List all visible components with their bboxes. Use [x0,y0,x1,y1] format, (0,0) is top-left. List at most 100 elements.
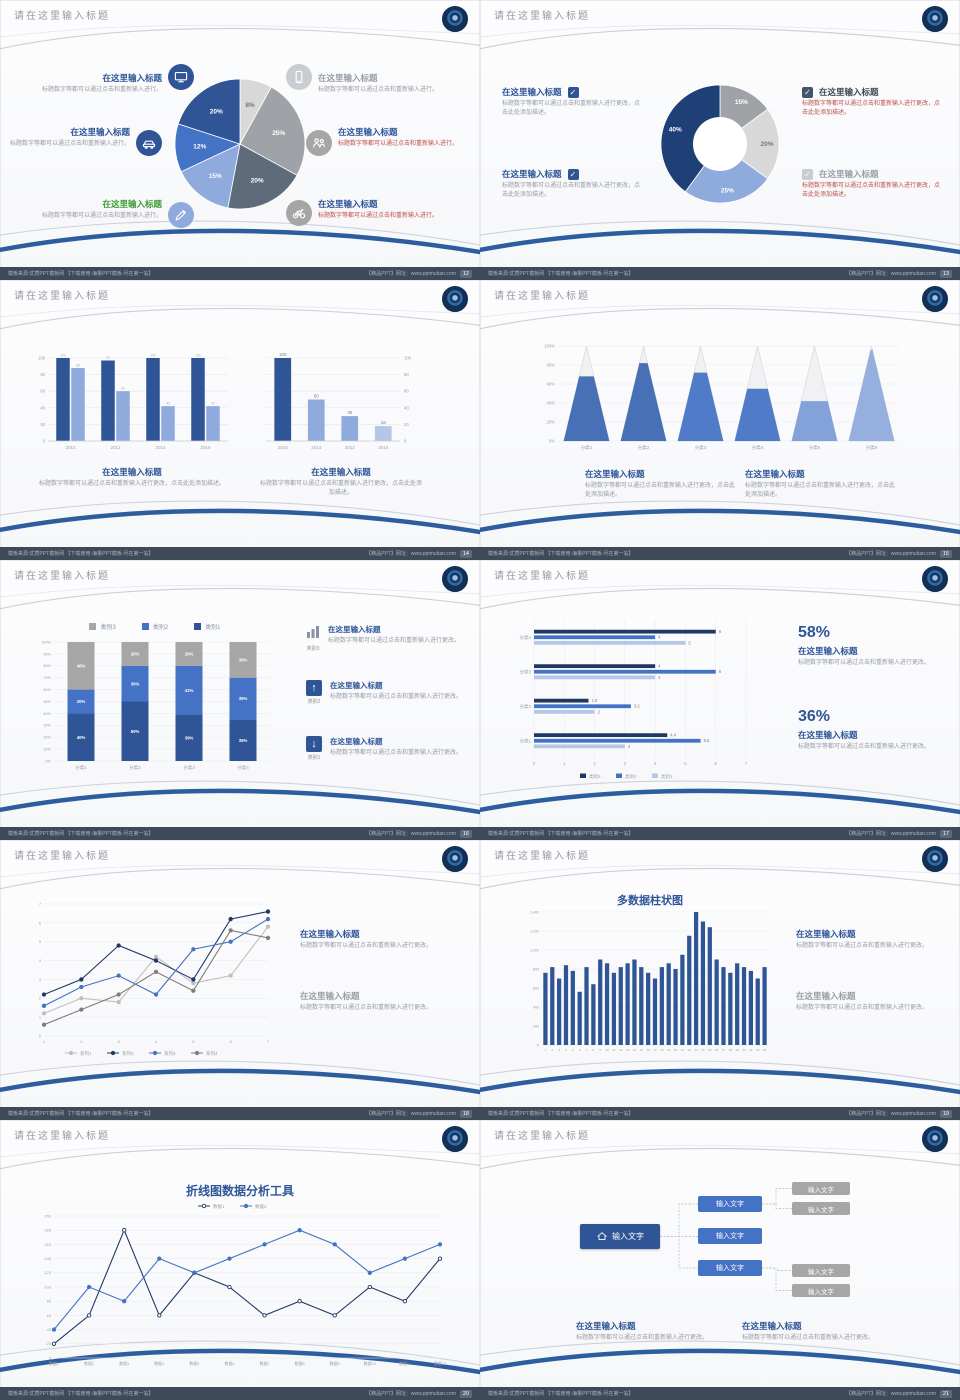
callout: 在这里输入标题 标题数字等都可以通过点击和重新输入进行。 [338,126,470,149]
stat-percent: 36% [798,708,831,725]
stat-body: 标题数字等都可以通过点击和重新输入进行更改。 [798,660,931,666]
svg-text:100: 100 [279,352,287,357]
svg-text:26: 26 [715,1048,719,1052]
input-node[interactable]: 输入文字 [698,1228,762,1244]
people-icon [306,130,332,156]
svg-text:80: 80 [404,372,409,377]
svg-text:分类6: 分类6 [866,444,878,451]
footer-right-text: 【精品PPT】网址：www.pptmuban.com 18 [366,1109,472,1118]
page-number: 15 [939,549,952,558]
svg-text:31: 31 [749,1048,753,1052]
svg-text:20%: 20% [43,736,51,740]
slide-line-chart: 请在这里输入标题 0 1 2 3 4 5 6 7 1 2 3 4 5 6 7 系列1 系列2 系列3 系列4 在这里… [0,840,480,1120]
svg-text:数据1: 数据1 [213,1203,225,1210]
svg-text:1,400: 1,400 [530,910,539,914]
callout-title: 在这里输入标题 [330,737,383,746]
svg-text:50%: 50% [131,729,140,734]
svg-text:39%: 39% [185,735,194,740]
footer-bar: 模板来源:优质PPT模板网 【下载使用-海量PPT模板-尽在第一站】 【精品PP… [480,547,960,560]
legend-callout: 类别3 在这里输入标题 标题数字等都可以通过点击和重新输入进行更改。 [306,625,461,652]
footer-left-text: 模板来源:优质PPT模板网 【下载使用-海量PPT模板-尽在第一站】 [488,1391,634,1397]
svg-text:4: 4 [658,664,661,669]
svg-text:27: 27 [722,1048,726,1052]
block-title: 在这里输入标题 [796,929,856,939]
checkbox-icon[interactable]: ✓ [567,86,579,98]
text-block: 在这里输入标题 标题数字等都可以通过点击和重新输入进行更改。 [300,928,458,951]
svg-text:30: 30 [742,1048,746,1052]
checkbox-icon[interactable]: ✓ [567,168,579,180]
input-node[interactable]: 输入文字 [698,1260,762,1276]
slide-heading: 请在这里输入标题 [14,851,110,862]
block-body: 标题数字等都可以通过点击和重新输入进行更改，点击此处添加描述。 [745,483,896,499]
svg-text:分类1: 分类1 [581,444,593,451]
slide-heading: 请在这里输入标题 [494,11,590,22]
svg-text:11: 11 [612,1048,615,1052]
smartphone-icon [286,64,312,90]
stat-title: 在这里输入标题 [798,646,858,656]
svg-text:系列2: 系列2 [122,1050,134,1057]
footer-bar: 模板来源:优质PPT模板网 【下载使用-海量PPT模板-尽在第一站】 【精品PP… [0,827,480,840]
checkbox-icon[interactable]: ✓ [802,86,813,98]
svg-text:类别1: 类别1 [661,773,673,780]
slide-heading: 请在这里输入标题 [14,1131,110,1142]
footer-right-text: 【精品PPT】网址：www.pptmuban.com 13 [846,269,952,278]
pyramid-chart: 0% 20% 40% 60% 80% 100% 分类1 分类2 分类3 分类4 分类5 分类6 [544,344,900,451]
footer-right-text: 【精品PPT】网址：www.pptmuban.com 16 [366,829,472,838]
footer-right-text: 【精品PPT】网址：www.pptmuban.com 12 [366,269,472,278]
svg-text:4: 4 [565,1048,567,1052]
svg-text:分类4: 分类4 [519,634,531,641]
svg-text:4: 4 [155,1039,158,1044]
svg-text:2: 2 [593,761,596,766]
svg-text:4.4: 4.4 [670,733,676,738]
slide-column-chart: 请在这里输入标题 多数据柱状图 0 200 400 600 800 1,000 1,200 1… [480,840,960,1120]
donut-chart: 15% 20% 25% 40% [660,84,780,204]
grouped-bar-chart: 0 20 40 60 80 100 2010 100 88 2012 97 60 2014 100 42 20… [38,354,228,450]
svg-text:40%: 40% [669,126,682,133]
svg-text:3: 3 [118,1039,120,1044]
svg-text:5: 5 [39,939,41,944]
block-body: 标题数字等都可以通过点击和重新输入进行更改，点击此处添加描述。 [38,481,225,487]
footer-bar: 模板来源:优质PPT模板网 【下载使用-海量PPT模板-尽在第一站】 【精品PP… [480,1107,960,1120]
svg-text:1: 1 [43,1039,45,1044]
svg-text:数据3: 数据3 [119,1361,129,1366]
input-node[interactable]: 输入文字 [792,1202,850,1215]
input-node[interactable]: 输入文字 [792,1182,850,1195]
check-item: 在这里输入标题 ✓ 标题数字等都可以通过点击和重新输入进行更改，点击此处添加描述。 [502,86,644,119]
svg-text:40: 40 [40,405,45,410]
svg-text:5: 5 [684,761,687,766]
home-node[interactable]: 输入文字 [580,1224,660,1249]
svg-text:3: 3 [39,977,41,982]
svg-text:数据11: 数据11 [399,1361,411,1366]
text-block: 在这里输入标题 标题数字等都可以通过点击和重新输入进行更改。 [300,990,458,1013]
legend-item: 类别3 [89,622,116,631]
input-node[interactable]: 输入文字 [698,1196,762,1212]
up-arrow-icon: ↑ [306,680,322,696]
input-node[interactable]: 输入文字 [792,1284,850,1297]
svg-text:分类4: 分类4 [237,764,249,771]
slide-pie-callouts: 请在这里输入标题 8% 25% 20% 15% 12% 20% 在这里输入标题 标题数字等… [0,0,480,280]
checkbox-icon[interactable]: ✓ [802,168,813,180]
page-number: 18 [459,1109,472,1118]
svg-text:143: 143 [45,1256,52,1261]
block-title: 在这里输入标题 [102,467,162,477]
svg-text:分类3: 分类3 [519,668,531,675]
block-body: 标题数字等都可以通过点击和重新输入进行更改。 [300,943,433,949]
node-label: 输入文字 [716,1201,744,1208]
svg-text:100: 100 [404,356,412,361]
svg-text:0: 0 [404,439,407,444]
svg-text:3: 3 [628,744,631,749]
check-item: ✓ 在这里输入标题 标题数字等都可以通过点击和重新输入进行更改，点击此处添加描述。 [802,168,944,201]
svg-text:1: 1 [563,761,566,766]
svg-text:63: 63 [47,1313,51,1318]
input-node[interactable]: 输入文字 [792,1264,850,1277]
svg-text:42: 42 [211,402,215,406]
footer-left-text: 模板来源:优质PPT模板网 【下载使用-海量PPT模板-尽在第一站】 [488,271,634,277]
callout-title: 在这里输入标题 [338,127,398,137]
svg-text:分类2: 分类2 [519,703,531,710]
school-logo-icon [442,1126,468,1152]
svg-text:20: 20 [40,422,45,427]
svg-text:30: 30 [347,410,353,415]
callout: 在这里输入标题 标题数字等都可以通过点击和重新输入进行。 [26,72,162,95]
page-number: 19 [939,1109,952,1118]
footer-left-text: 模板来源:优质PPT模板网 【下载使用-海量PPT模板-尽在第一站】 [8,271,154,277]
